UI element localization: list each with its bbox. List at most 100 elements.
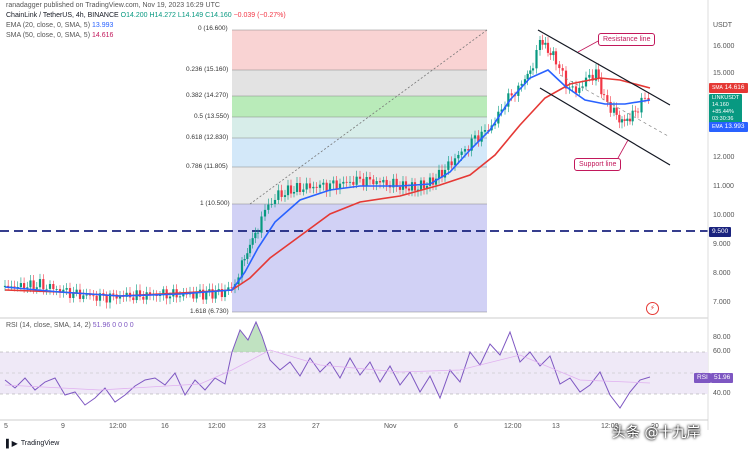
candle-body	[564, 70, 568, 89]
candle-body	[365, 176, 368, 187]
candle-body	[487, 130, 490, 131]
resistance-annotation[interactable]: Resistance line	[598, 33, 656, 46]
candle-body	[318, 184, 322, 188]
candle-body	[447, 161, 450, 170]
candle-body	[428, 177, 432, 186]
candle-body	[202, 289, 205, 300]
tradingview-logo-icon: ▌▶	[6, 439, 18, 448]
time-tick: 23	[258, 423, 266, 430]
candle-body	[322, 182, 325, 185]
price-tick: 15.000	[713, 70, 735, 77]
fib-zone-3	[232, 117, 487, 138]
tradingview-footer[interactable]: ▌▶ TradingView	[6, 439, 59, 448]
candle-body	[211, 289, 214, 299]
candle-body	[19, 283, 23, 288]
candle-body	[470, 138, 473, 151]
candle-body	[510, 93, 513, 96]
price-tick: 16.000	[713, 43, 735, 50]
candle-body	[523, 79, 527, 84]
candle-body	[467, 149, 470, 151]
candle-body	[132, 297, 135, 301]
candle-body	[443, 169, 447, 178]
candle-body	[267, 204, 270, 210]
candle-body	[618, 114, 621, 123]
candle-body	[192, 292, 195, 299]
candle-body	[529, 70, 532, 74]
resistance-trend-line	[537, 29, 671, 106]
candle-body	[220, 289, 223, 298]
candle-body	[584, 77, 588, 87]
candle-body	[554, 51, 558, 65]
candle-body	[72, 292, 75, 299]
candle-body	[195, 292, 198, 299]
candle-body	[606, 95, 609, 102]
candle-body	[105, 294, 108, 303]
time-tick: 12:00	[601, 423, 619, 430]
candle-body	[626, 118, 629, 121]
candle-body	[138, 290, 142, 297]
candle-body	[375, 181, 378, 185]
ema-legend[interactable]: EMA (20, close, 0, SMA, 5) 13.993	[6, 21, 113, 30]
candle-body	[636, 111, 640, 113]
candle-body	[620, 119, 624, 123]
fib-zone-1	[232, 70, 487, 96]
price-tag-change: +85.44%	[712, 109, 734, 115]
ema-legend-label: EMA (20, close, 0, SMA, 5)	[6, 22, 91, 29]
candle-body	[92, 295, 95, 297]
symbol-name[interactable]: ChainLink / TetherUS, 4h, BINANCE	[6, 12, 119, 19]
price-tick: 11.000	[713, 183, 734, 190]
candle-body	[248, 244, 252, 254]
sma-legend[interactable]: SMA (50, close, 0, SMA, 5) 14.616	[6, 31, 113, 40]
price-tick: 10.000	[713, 212, 735, 219]
candle-body	[102, 293, 105, 295]
candle-body	[477, 135, 480, 142]
fib-zone-0	[232, 30, 487, 70]
rsi-legend-label: RSI (14, close, SMA, 14, 2)	[6, 322, 91, 329]
fib-label-0382: 0.382 (14.270)	[186, 92, 229, 99]
candle-body	[35, 287, 38, 289]
candle-body	[256, 232, 260, 234]
candle-body	[78, 289, 82, 299]
candle-body	[75, 289, 78, 293]
candle-body	[227, 287, 230, 291]
candle-body	[483, 130, 487, 132]
candle-body	[223, 290, 227, 298]
rsi-legend[interactable]: RSI (14, close, SMA, 14, 2) 51.96 0 0 0 …	[6, 321, 134, 330]
candle-body	[378, 181, 382, 183]
candle-body	[240, 260, 244, 278]
candle-body	[382, 179, 385, 183]
candle-body	[440, 169, 444, 178]
price-tag-pair: LINKUSDT	[712, 95, 740, 101]
candle-body	[7, 285, 10, 287]
candle-body	[581, 86, 584, 88]
candle-body	[112, 293, 115, 295]
support-annotation[interactable]: Support line	[574, 158, 622, 171]
replay-icon[interactable]: ⚡	[646, 302, 659, 315]
price-tag-countdown: 03:30:36	[712, 116, 734, 122]
candle-body	[305, 183, 308, 190]
candle-body	[407, 188, 411, 191]
candle-body	[286, 185, 290, 196]
candle-body	[538, 39, 542, 50]
sma-tag-label: SMA	[712, 85, 723, 91]
ohlc-high: H14.272	[149, 12, 176, 19]
sma-legend-value: 14.616	[91, 32, 114, 39]
candle-body	[352, 181, 355, 185]
time-tick: 12:00	[504, 423, 522, 430]
candle-body	[520, 83, 523, 86]
candle-body	[292, 191, 296, 194]
candle-body	[561, 68, 564, 71]
candle-body	[348, 181, 352, 183]
rsi-value-tag: 51.96	[711, 373, 734, 383]
candle-body	[544, 42, 547, 45]
candle-body	[214, 291, 217, 299]
candle-body	[283, 195, 287, 197]
currency-label: USDT	[713, 22, 733, 29]
candle-body	[178, 296, 182, 298]
ema-tag-value: 13.993	[724, 123, 745, 130]
candle-body	[263, 209, 267, 217]
candle-body	[594, 69, 598, 81]
rsi-tick-80: 80.00	[713, 334, 731, 341]
candle-body	[62, 289, 65, 293]
